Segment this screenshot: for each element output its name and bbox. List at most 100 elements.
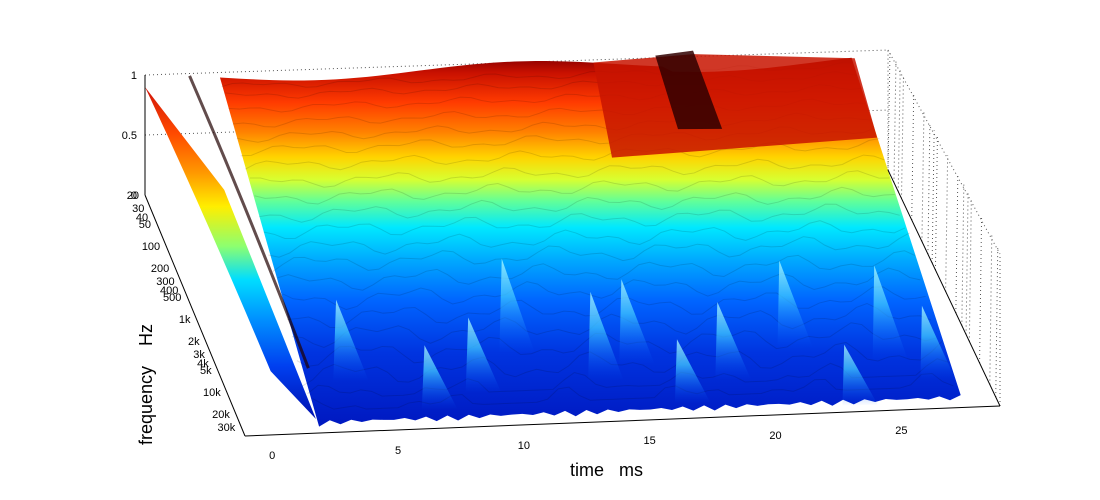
z-tick-label: 1 (131, 70, 137, 82)
right-wall-gridline (961, 184, 965, 326)
frequency-tick-label: 200 (151, 263, 169, 275)
frequency-tick-label: 50 (139, 219, 151, 231)
frequency-tick (145, 194, 167, 195)
right-wall-gridline (995, 246, 999, 398)
right-wall-gridline (955, 173, 959, 313)
x-axis-line (244, 405, 1001, 437)
frequency-tick (184, 289, 206, 290)
time-tick-label: 5 (395, 445, 401, 457)
resonance-ridge (588, 291, 624, 381)
right-wall-gridline (893, 60, 897, 183)
resonance-ridge (674, 339, 711, 404)
frequency-tick-label: 4k (197, 358, 209, 370)
contour-band (259, 186, 895, 223)
y-axis-label: frequency Hz (136, 324, 156, 445)
frequency-tick-label: 20k (212, 409, 230, 421)
frequency-tick (196, 318, 218, 319)
resonance-ridge (872, 265, 908, 361)
time-tick (642, 408, 648, 420)
frequency-tick (215, 362, 237, 363)
resonance-ridge (715, 301, 751, 380)
time-tick-label: 15 (644, 435, 656, 447)
axes-box-front (144, 75, 1001, 437)
frequency-tick (236, 413, 258, 414)
frequency-tick-label: 20 (127, 190, 139, 202)
resonance-ridge (619, 279, 655, 365)
frequency-tick (227, 391, 249, 392)
frequency-tick-label: 400 (160, 285, 178, 297)
frequency-tick (157, 223, 179, 224)
contour-band (277, 250, 916, 291)
frequency-tick-label: 3k (193, 349, 205, 361)
right-wall-gridline (965, 192, 969, 335)
initial-response-wall (145, 87, 316, 420)
frequency-tick-label: 500 (163, 292, 181, 304)
time-tick-label: 20 (769, 430, 781, 442)
right-wall-gridline (945, 154, 949, 292)
right-wall-gridline (979, 216, 983, 363)
frequency-tick-label: 5k (200, 365, 212, 377)
right-wall-gridline (934, 136, 938, 270)
time-tick (264, 423, 270, 435)
z-tick-label: 0.5 (122, 130, 137, 142)
frequency-tick (166, 245, 188, 246)
y-axis-line (144, 194, 246, 437)
contour-band (268, 220, 906, 258)
time-tick (768, 403, 774, 415)
resonance-ridge (842, 344, 878, 406)
contour-band (249, 154, 885, 188)
frequency-tick-label: 30 (132, 203, 144, 215)
time-tick-label: 0 (269, 450, 275, 462)
resonance-ridge (920, 305, 956, 381)
contour-band (254, 170, 890, 205)
frequency-tick (187, 296, 209, 297)
resonance-ridge (465, 317, 501, 393)
time-tick (516, 413, 522, 425)
frequency-tick-label: 10k (203, 387, 221, 399)
contour-band (296, 322, 937, 367)
right-wall-gridline (921, 111, 925, 242)
frequency-tick-label: 300 (156, 276, 174, 288)
frequency-tick (211, 353, 233, 354)
resonance-ridge (333, 299, 369, 382)
contour-band (301, 341, 943, 387)
right-wall-gridline (927, 122, 931, 255)
right-wall-gridline (901, 74, 905, 199)
time-tick-label: 25 (895, 425, 907, 437)
frequency-tick-label: 100 (142, 241, 160, 253)
contour-band (272, 232, 910, 272)
time-tick-label: 10 (518, 440, 530, 452)
frequency-tick (206, 340, 228, 341)
right-wall-gridline (897, 68, 901, 192)
frequency-tick-label: 40 (136, 212, 148, 224)
contour-band (287, 286, 926, 329)
frequency-tick-label: 30k (217, 422, 235, 434)
time-axis: 0 5 10 15 20 25 (264, 403, 907, 462)
decay-sheet (219, 57, 961, 427)
contour-band (307, 358, 949, 397)
frequency-tick (218, 369, 240, 370)
frequency-tick (150, 207, 172, 208)
frequency-tick (241, 426, 263, 427)
onset-edge (188, 75, 310, 369)
resonance-ridge (499, 258, 535, 354)
x-axis-label: time ms (570, 460, 643, 480)
right-floor-edge (887, 169, 1001, 407)
contour-band (282, 267, 921, 311)
right-wall-gridline (887, 49, 891, 171)
contour-band (263, 203, 900, 239)
frequency-tick (154, 216, 176, 217)
right-wall-top-edge (887, 49, 1001, 255)
frequency-tick-label: 1k (179, 314, 191, 326)
resonance-ridge (421, 345, 457, 410)
frequency-tick (175, 267, 197, 268)
waterfall-surface (145, 50, 961, 427)
contour-band (291, 302, 932, 348)
right-wall-gridline (968, 198, 972, 342)
plateau-dark-edge (655, 50, 723, 130)
frequency-tick (181, 280, 203, 281)
right-wall-gridline (931, 130, 935, 264)
frequency-tick-label: 2k (188, 336, 200, 348)
